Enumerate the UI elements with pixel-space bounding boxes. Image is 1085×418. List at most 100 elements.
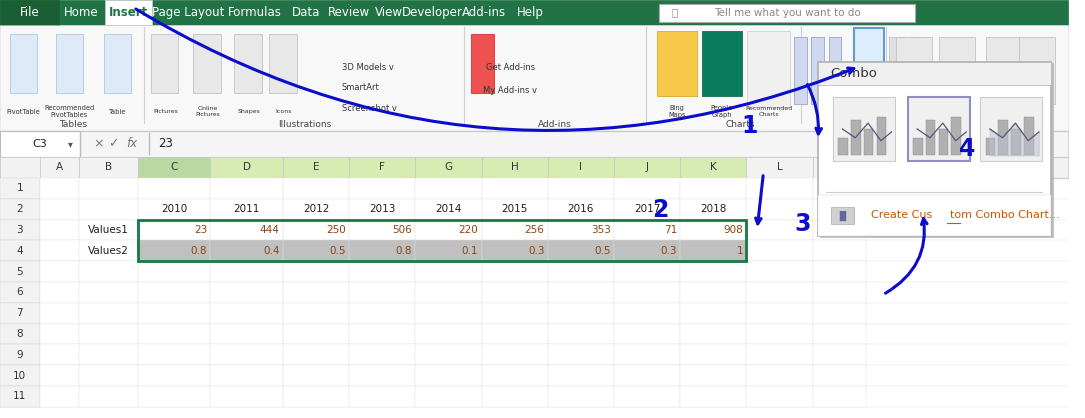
FancyBboxPatch shape bbox=[813, 303, 866, 324]
FancyBboxPatch shape bbox=[702, 31, 742, 96]
Text: K: K bbox=[710, 162, 716, 172]
FancyBboxPatch shape bbox=[349, 156, 416, 178]
FancyBboxPatch shape bbox=[813, 219, 866, 240]
FancyBboxPatch shape bbox=[680, 240, 746, 261]
FancyBboxPatch shape bbox=[746, 199, 813, 219]
FancyBboxPatch shape bbox=[0, 131, 1068, 156]
Text: 0.5: 0.5 bbox=[595, 246, 611, 256]
FancyBboxPatch shape bbox=[0, 0, 59, 25]
Text: 5: 5 bbox=[16, 267, 23, 277]
FancyBboxPatch shape bbox=[55, 34, 84, 93]
FancyBboxPatch shape bbox=[912, 138, 922, 155]
Text: Recommended
Charts: Recommended Charts bbox=[745, 106, 792, 117]
FancyBboxPatch shape bbox=[79, 240, 138, 261]
FancyBboxPatch shape bbox=[614, 365, 680, 386]
FancyBboxPatch shape bbox=[614, 282, 680, 303]
Text: 2017: 2017 bbox=[634, 204, 661, 214]
Text: 1: 1 bbox=[741, 114, 757, 138]
FancyBboxPatch shape bbox=[210, 344, 283, 365]
FancyBboxPatch shape bbox=[79, 324, 138, 344]
FancyBboxPatch shape bbox=[210, 324, 283, 344]
FancyBboxPatch shape bbox=[349, 199, 416, 219]
Text: 908: 908 bbox=[724, 225, 743, 235]
FancyBboxPatch shape bbox=[614, 303, 680, 324]
Text: D: D bbox=[243, 162, 251, 172]
FancyBboxPatch shape bbox=[482, 261, 548, 282]
FancyBboxPatch shape bbox=[614, 178, 680, 199]
Text: J: J bbox=[646, 162, 649, 172]
FancyBboxPatch shape bbox=[0, 156, 1068, 178]
FancyBboxPatch shape bbox=[482, 365, 548, 386]
FancyBboxPatch shape bbox=[138, 324, 210, 344]
FancyBboxPatch shape bbox=[0, 156, 39, 178]
Text: 353: 353 bbox=[591, 225, 611, 235]
FancyBboxPatch shape bbox=[138, 303, 210, 324]
FancyBboxPatch shape bbox=[416, 199, 482, 219]
FancyBboxPatch shape bbox=[680, 199, 746, 219]
FancyBboxPatch shape bbox=[864, 129, 873, 155]
FancyBboxPatch shape bbox=[283, 219, 349, 240]
FancyBboxPatch shape bbox=[283, 240, 349, 261]
FancyBboxPatch shape bbox=[39, 156, 79, 178]
FancyBboxPatch shape bbox=[548, 178, 614, 199]
Text: 506: 506 bbox=[393, 225, 412, 235]
Text: 2013: 2013 bbox=[369, 204, 395, 214]
Text: Charts: Charts bbox=[725, 120, 755, 129]
FancyBboxPatch shape bbox=[896, 37, 932, 104]
FancyBboxPatch shape bbox=[482, 303, 548, 324]
FancyBboxPatch shape bbox=[39, 303, 79, 324]
FancyBboxPatch shape bbox=[851, 120, 860, 155]
FancyBboxPatch shape bbox=[0, 178, 39, 407]
Text: E: E bbox=[312, 162, 319, 172]
FancyBboxPatch shape bbox=[39, 324, 79, 344]
FancyBboxPatch shape bbox=[909, 37, 926, 104]
Text: 8: 8 bbox=[16, 329, 23, 339]
FancyBboxPatch shape bbox=[680, 156, 746, 178]
FancyBboxPatch shape bbox=[482, 324, 548, 344]
FancyBboxPatch shape bbox=[482, 240, 548, 261]
FancyBboxPatch shape bbox=[680, 261, 746, 282]
FancyBboxPatch shape bbox=[39, 219, 79, 240]
FancyBboxPatch shape bbox=[0, 261, 39, 282]
FancyBboxPatch shape bbox=[138, 178, 210, 199]
FancyBboxPatch shape bbox=[79, 344, 138, 365]
FancyBboxPatch shape bbox=[548, 365, 614, 386]
Text: Formulas: Formulas bbox=[228, 6, 282, 19]
FancyBboxPatch shape bbox=[985, 138, 995, 155]
FancyBboxPatch shape bbox=[283, 199, 349, 219]
Text: 250: 250 bbox=[327, 225, 346, 235]
Text: 0.1: 0.1 bbox=[462, 246, 478, 256]
FancyBboxPatch shape bbox=[813, 240, 866, 261]
Text: ▐▌: ▐▌ bbox=[835, 210, 850, 221]
Text: Icons: Icons bbox=[276, 109, 292, 114]
FancyBboxPatch shape bbox=[416, 365, 482, 386]
FancyBboxPatch shape bbox=[210, 303, 283, 324]
FancyBboxPatch shape bbox=[829, 37, 841, 104]
FancyBboxPatch shape bbox=[926, 120, 935, 155]
FancyBboxPatch shape bbox=[349, 386, 416, 407]
Text: 1: 1 bbox=[16, 184, 23, 194]
FancyBboxPatch shape bbox=[813, 261, 866, 282]
Text: Illustrations: Illustrations bbox=[278, 120, 331, 129]
FancyBboxPatch shape bbox=[138, 344, 210, 365]
Text: 3: 3 bbox=[794, 212, 812, 236]
FancyBboxPatch shape bbox=[79, 219, 138, 240]
Text: 0.5: 0.5 bbox=[330, 246, 346, 256]
Text: 444: 444 bbox=[260, 225, 280, 235]
FancyBboxPatch shape bbox=[283, 344, 349, 365]
Text: Developer: Developer bbox=[401, 6, 462, 19]
Text: Data: Data bbox=[292, 6, 320, 19]
Text: File: File bbox=[20, 6, 39, 19]
Text: 0.8: 0.8 bbox=[191, 246, 207, 256]
Text: 71: 71 bbox=[664, 225, 677, 235]
FancyBboxPatch shape bbox=[833, 97, 895, 161]
FancyBboxPatch shape bbox=[831, 206, 854, 224]
FancyBboxPatch shape bbox=[138, 386, 210, 407]
FancyBboxPatch shape bbox=[614, 261, 680, 282]
FancyBboxPatch shape bbox=[0, 178, 39, 199]
Text: SmartArt: SmartArt bbox=[342, 83, 380, 92]
FancyBboxPatch shape bbox=[548, 386, 614, 407]
FancyBboxPatch shape bbox=[210, 240, 283, 261]
Text: Combo: Combo bbox=[831, 67, 878, 80]
Text: A: A bbox=[55, 162, 63, 172]
